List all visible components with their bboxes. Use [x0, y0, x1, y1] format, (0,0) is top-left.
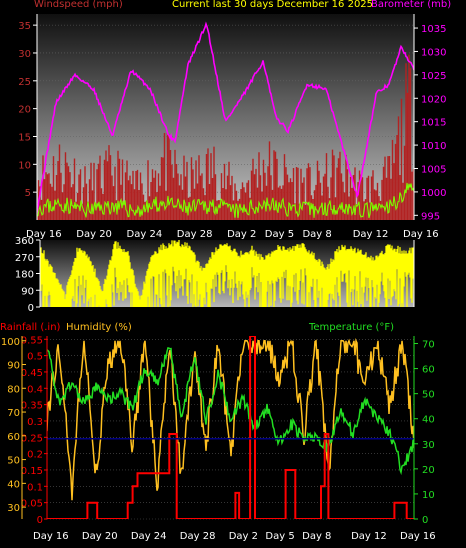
temperature-axis-ticks: 0 10 20 30 40 50 60 70 [414, 340, 435, 526]
temperature-tick-label: 50 [422, 390, 435, 401]
direction-tick-label: 0 [28, 303, 34, 314]
rainfall-label: Rainfall (.in) [0, 322, 61, 333]
x-tick-label: Day 8 [302, 531, 331, 542]
barometer-axis-ticks: 995 1000 1005 1010 1015 1020 1025 1030 1035 [414, 24, 446, 222]
rainfall-tick-label: 0.05 [21, 499, 43, 510]
rainfall-series [47, 336, 414, 519]
temperature-label: Temperature (°F) [308, 322, 394, 333]
x-tick-label: Day 2 [227, 229, 256, 240]
temperature-tick-label: 10 [422, 490, 435, 501]
barometer-line [37, 21, 414, 213]
barometer-label: Barometer (mb) [371, 0, 451, 10]
rain-humidity-temp-chart: 0 0.05 0.1 0.15 0.2 0.25 0.3 0.35 0.4 0.45 0.5 0.55… [0, 322, 436, 542]
direction-tick-label: 180 [15, 270, 34, 281]
rainfall-axis-ticks: 0 0.05 0.1 0.15 0.2 0.25 0.3 0.35 0.4 0.45 0.5 0.55 [21, 335, 47, 526]
temperature-tick-label: 70 [422, 340, 435, 351]
windspeed-tick-label: 25 [18, 77, 31, 88]
barometer-tick-label: 995 [421, 211, 440, 222]
humidity-tick-label: 60 [7, 432, 20, 443]
temperature-line [47, 346, 414, 476]
rainfall-tick-label: 0.2 [27, 450, 43, 461]
x-tick-label: Day 24 [127, 229, 163, 240]
rainfall-tick-label: 0.1 [27, 482, 43, 493]
windspeed-tick-label: 15 [18, 132, 31, 143]
temperature-tick-label: 20 [422, 465, 435, 476]
x-tick-label: Day 12 [351, 531, 387, 542]
temperature-tick-label: 0 [422, 515, 428, 526]
direction-tick-label: 90 [21, 286, 34, 297]
gust-series [37, 182, 414, 219]
x-tick-label: Day 5 [265, 229, 294, 240]
temperature-tick-label: 60 [422, 365, 435, 376]
x-tick-label: Day 2 [229, 531, 258, 542]
direction-bands [40, 240, 414, 307]
barometer-tick-label: 1020 [421, 94, 446, 105]
x-tick-label: Day 16 [26, 229, 62, 240]
x-tick-label: Day 5 [265, 531, 294, 542]
chart-title: Current last 30 days December 16 2025 [172, 0, 373, 10]
humidity-tick-label: 90 [7, 361, 20, 372]
humidity-tick-label: 100 [1, 337, 20, 348]
x-tick-label: Day 28 [177, 229, 213, 240]
gust-line [37, 182, 414, 219]
temperature-series [47, 346, 414, 476]
humidity-tick-label: 50 [7, 456, 20, 467]
rainfall-tick-label: 0.15 [21, 466, 43, 477]
barometer-series [37, 21, 414, 213]
barometer-tick-label: 1030 [421, 47, 446, 58]
wind-direction-axis-ticks: 0 90 180 270 360 [15, 236, 40, 314]
x-tick-label: Day 24 [131, 531, 167, 542]
humidity-label: Humidity (%) [66, 322, 132, 333]
humidity-tick-label: 70 [7, 408, 20, 419]
humidity-line [47, 337, 414, 501]
wind-direction-series [40, 240, 414, 307]
windspeed-axis-ticks: 5 10 15 20 25 30 35 [18, 21, 37, 199]
rainfall-tick-label: 0.4 [27, 384, 43, 395]
humidity-series [47, 337, 414, 501]
x-tick-label: Day 16 [400, 531, 436, 542]
windspeed-tick-label: 30 [18, 49, 31, 60]
humidity-tick-label: 40 [7, 479, 20, 490]
wind-baro-x-ticks: Day 16 Day 20 Day 24 Day 28 Day 2 Day 5 Day 8 D… [26, 229, 439, 240]
rainfall-tick-label: 0.35 [21, 401, 43, 412]
temperature-tick-label: 40 [422, 415, 435, 426]
rainfall-tick-label: 0.3 [27, 417, 43, 428]
rainfall-tick-label: 0 [37, 515, 43, 526]
rainfall-line [47, 336, 414, 519]
humidity-tick-label: 30 [7, 503, 20, 514]
barometer-tick-label: 1000 [421, 188, 446, 199]
rain-humidity-temp-x-ticks: Day 16 Day 20 Day 24 Day 28 Day 2 Day 5 Day 8 D… [33, 531, 436, 542]
x-tick-label: Day 12 [353, 229, 389, 240]
rainfall-tick-label: 0.25 [21, 433, 43, 444]
barometer-tick-label: 1015 [421, 118, 446, 129]
windspeed-tick-label: 10 [18, 160, 31, 171]
x-tick-label: Day 28 [180, 531, 216, 542]
direction-tick-label: 270 [15, 253, 34, 264]
windspeed-tick-label: 35 [18, 21, 31, 32]
temperature-tick-label: 30 [422, 440, 435, 451]
x-tick-label: Day 20 [76, 229, 112, 240]
x-tick-label: Day 16 [33, 531, 69, 542]
humidity-tick-label: 80 [7, 384, 20, 395]
wind-direction-chart: 0 90 180 270 360 [15, 236, 415, 314]
rainfall-tick-label: 0.55 [21, 335, 43, 346]
barometer-tick-label: 1010 [421, 141, 446, 152]
windspeed-tick-label: 20 [18, 105, 31, 116]
x-tick-label: Day 20 [82, 531, 118, 542]
barometer-tick-label: 1025 [421, 71, 446, 82]
direction-tick-label: 360 [15, 236, 34, 247]
windspeed-label: Windspeed (mph) [34, 0, 123, 10]
x-tick-label: Day 16 [403, 229, 439, 240]
rainfall-tick-label: 0.45 [21, 368, 43, 379]
humidity-axis-ticks: 30 40 50 60 70 80 90 100 [1, 337, 26, 514]
barometer-tick-label: 1035 [421, 24, 446, 35]
windspeed-tick-label: 5 [25, 188, 31, 199]
rainfall-tick-label: 0.5 [27, 352, 43, 363]
barometer-tick-label: 1005 [421, 165, 446, 176]
x-tick-label: Day 8 [302, 229, 331, 240]
